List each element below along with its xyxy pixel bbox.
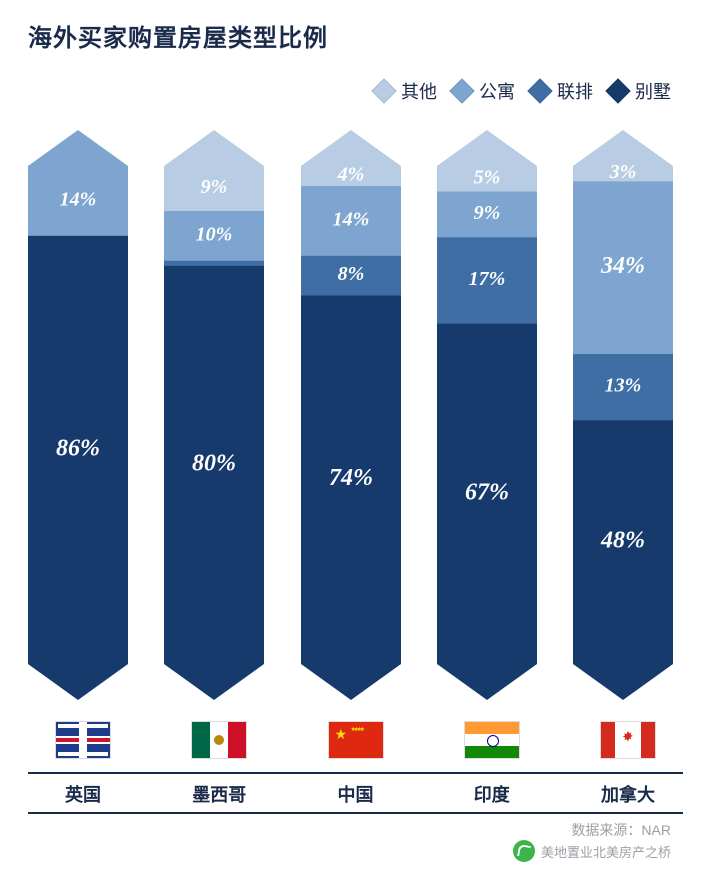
svg-text:67%: 67% [465, 479, 509, 505]
country-label: 印度 [437, 778, 547, 812]
legend: 其他 公寓 联排 别墅 [375, 78, 671, 104]
svg-text:80%: 80% [192, 450, 236, 476]
flag-cn-icon [328, 721, 384, 759]
legend-swatch [605, 78, 630, 103]
svg-text:86%: 86% [56, 435, 100, 461]
chart-title: 海外买家购置房屋类型比例 [28, 18, 328, 53]
legend-item: 联排 [531, 78, 593, 104]
legend-swatch [371, 78, 396, 103]
watermark: 美地置业北美房产之桥 [513, 840, 671, 862]
flag-in-icon [464, 721, 520, 759]
svg-text:8%: 8% [337, 263, 364, 285]
watermark-text: 美地置业北美房产之桥 [541, 842, 671, 861]
flag-cell [301, 718, 411, 762]
legend-label: 其他 [401, 78, 437, 104]
country-label: 加拿大 [573, 778, 683, 812]
flag-cell [164, 718, 274, 762]
flag-cell [437, 718, 547, 762]
svg-text:5%: 5% [473, 166, 500, 188]
axis-rule-bottom [28, 812, 683, 814]
arrow-column: 5% 9% 17% 67% [437, 130, 547, 700]
country-label: 墨西哥 [164, 778, 274, 812]
svg-text:9%: 9% [473, 202, 500, 224]
chart-area: 14% 86% 9% 10% 80% 4% 14% 8% 74% 5% 9% 17% 67% 3% 34% 1… [28, 130, 683, 700]
legend-swatch [449, 78, 474, 103]
legend-label: 联排 [557, 78, 593, 104]
svg-text:74%: 74% [329, 465, 373, 491]
legend-item: 公寓 [453, 78, 515, 104]
country-label: 英国 [28, 778, 138, 812]
country-label: 中国 [301, 778, 411, 812]
arrow-column: 9% 10% 80% [164, 130, 274, 700]
legend-item: 其他 [375, 78, 437, 104]
source-text: 数据来源：NAR [571, 820, 671, 840]
legend-label: 别墅 [635, 78, 671, 104]
arrow-column: 14% 86% [28, 130, 138, 700]
flag-cell [28, 718, 138, 762]
legend-label: 公寓 [479, 78, 515, 104]
wechat-icon [513, 840, 535, 862]
flag-cell [573, 718, 683, 762]
svg-text:9%: 9% [201, 176, 228, 198]
svg-text:17%: 17% [468, 268, 505, 290]
legend-swatch [527, 78, 552, 103]
flag-mx-icon [191, 721, 247, 759]
svg-text:3%: 3% [609, 161, 637, 183]
arrow-column: 4% 14% 8% 74% [301, 130, 411, 700]
svg-text:13%: 13% [605, 375, 642, 397]
flags-row [28, 718, 683, 762]
svg-text:14%: 14% [60, 188, 97, 210]
svg-text:14%: 14% [332, 208, 369, 230]
flag-uk-icon [55, 721, 111, 759]
svg-text:4%: 4% [336, 164, 364, 186]
svg-text:34%: 34% [600, 253, 645, 279]
country-labels: 英国墨西哥中国印度加拿大 [28, 778, 683, 812]
svg-text:10%: 10% [196, 223, 233, 245]
arrow-column: 3% 34% 13% 48% [573, 130, 683, 700]
legend-item: 别墅 [609, 78, 671, 104]
axis-rule-top [28, 772, 683, 774]
svg-text:48%: 48% [600, 528, 645, 554]
flag-ca-icon [600, 721, 656, 759]
